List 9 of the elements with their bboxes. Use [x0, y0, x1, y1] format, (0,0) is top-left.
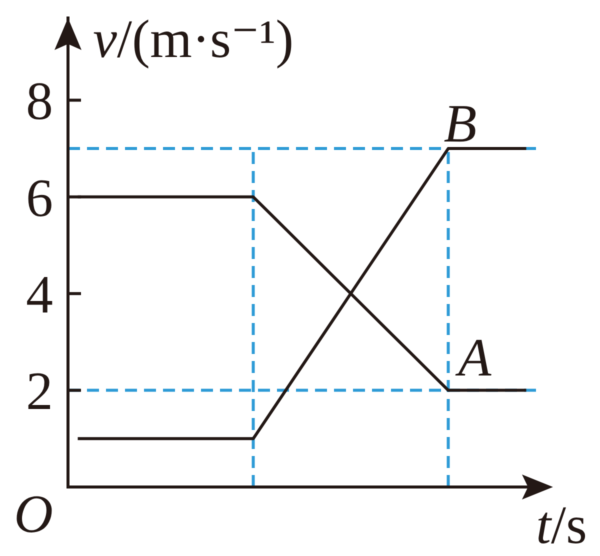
y-tick-label: 2 — [26, 361, 53, 422]
y-tick-label: 6 — [26, 168, 53, 228]
y-tick-label: 4 — [26, 264, 53, 324]
series-label: B — [444, 94, 477, 154]
text: O — [14, 484, 53, 544]
x-axis-title: t/s — [536, 495, 587, 555]
series-label: A — [455, 327, 492, 388]
y-tick-label: 8 — [26, 71, 53, 132]
y-axis-title: v/(m·s⁻¹) — [93, 9, 294, 69]
